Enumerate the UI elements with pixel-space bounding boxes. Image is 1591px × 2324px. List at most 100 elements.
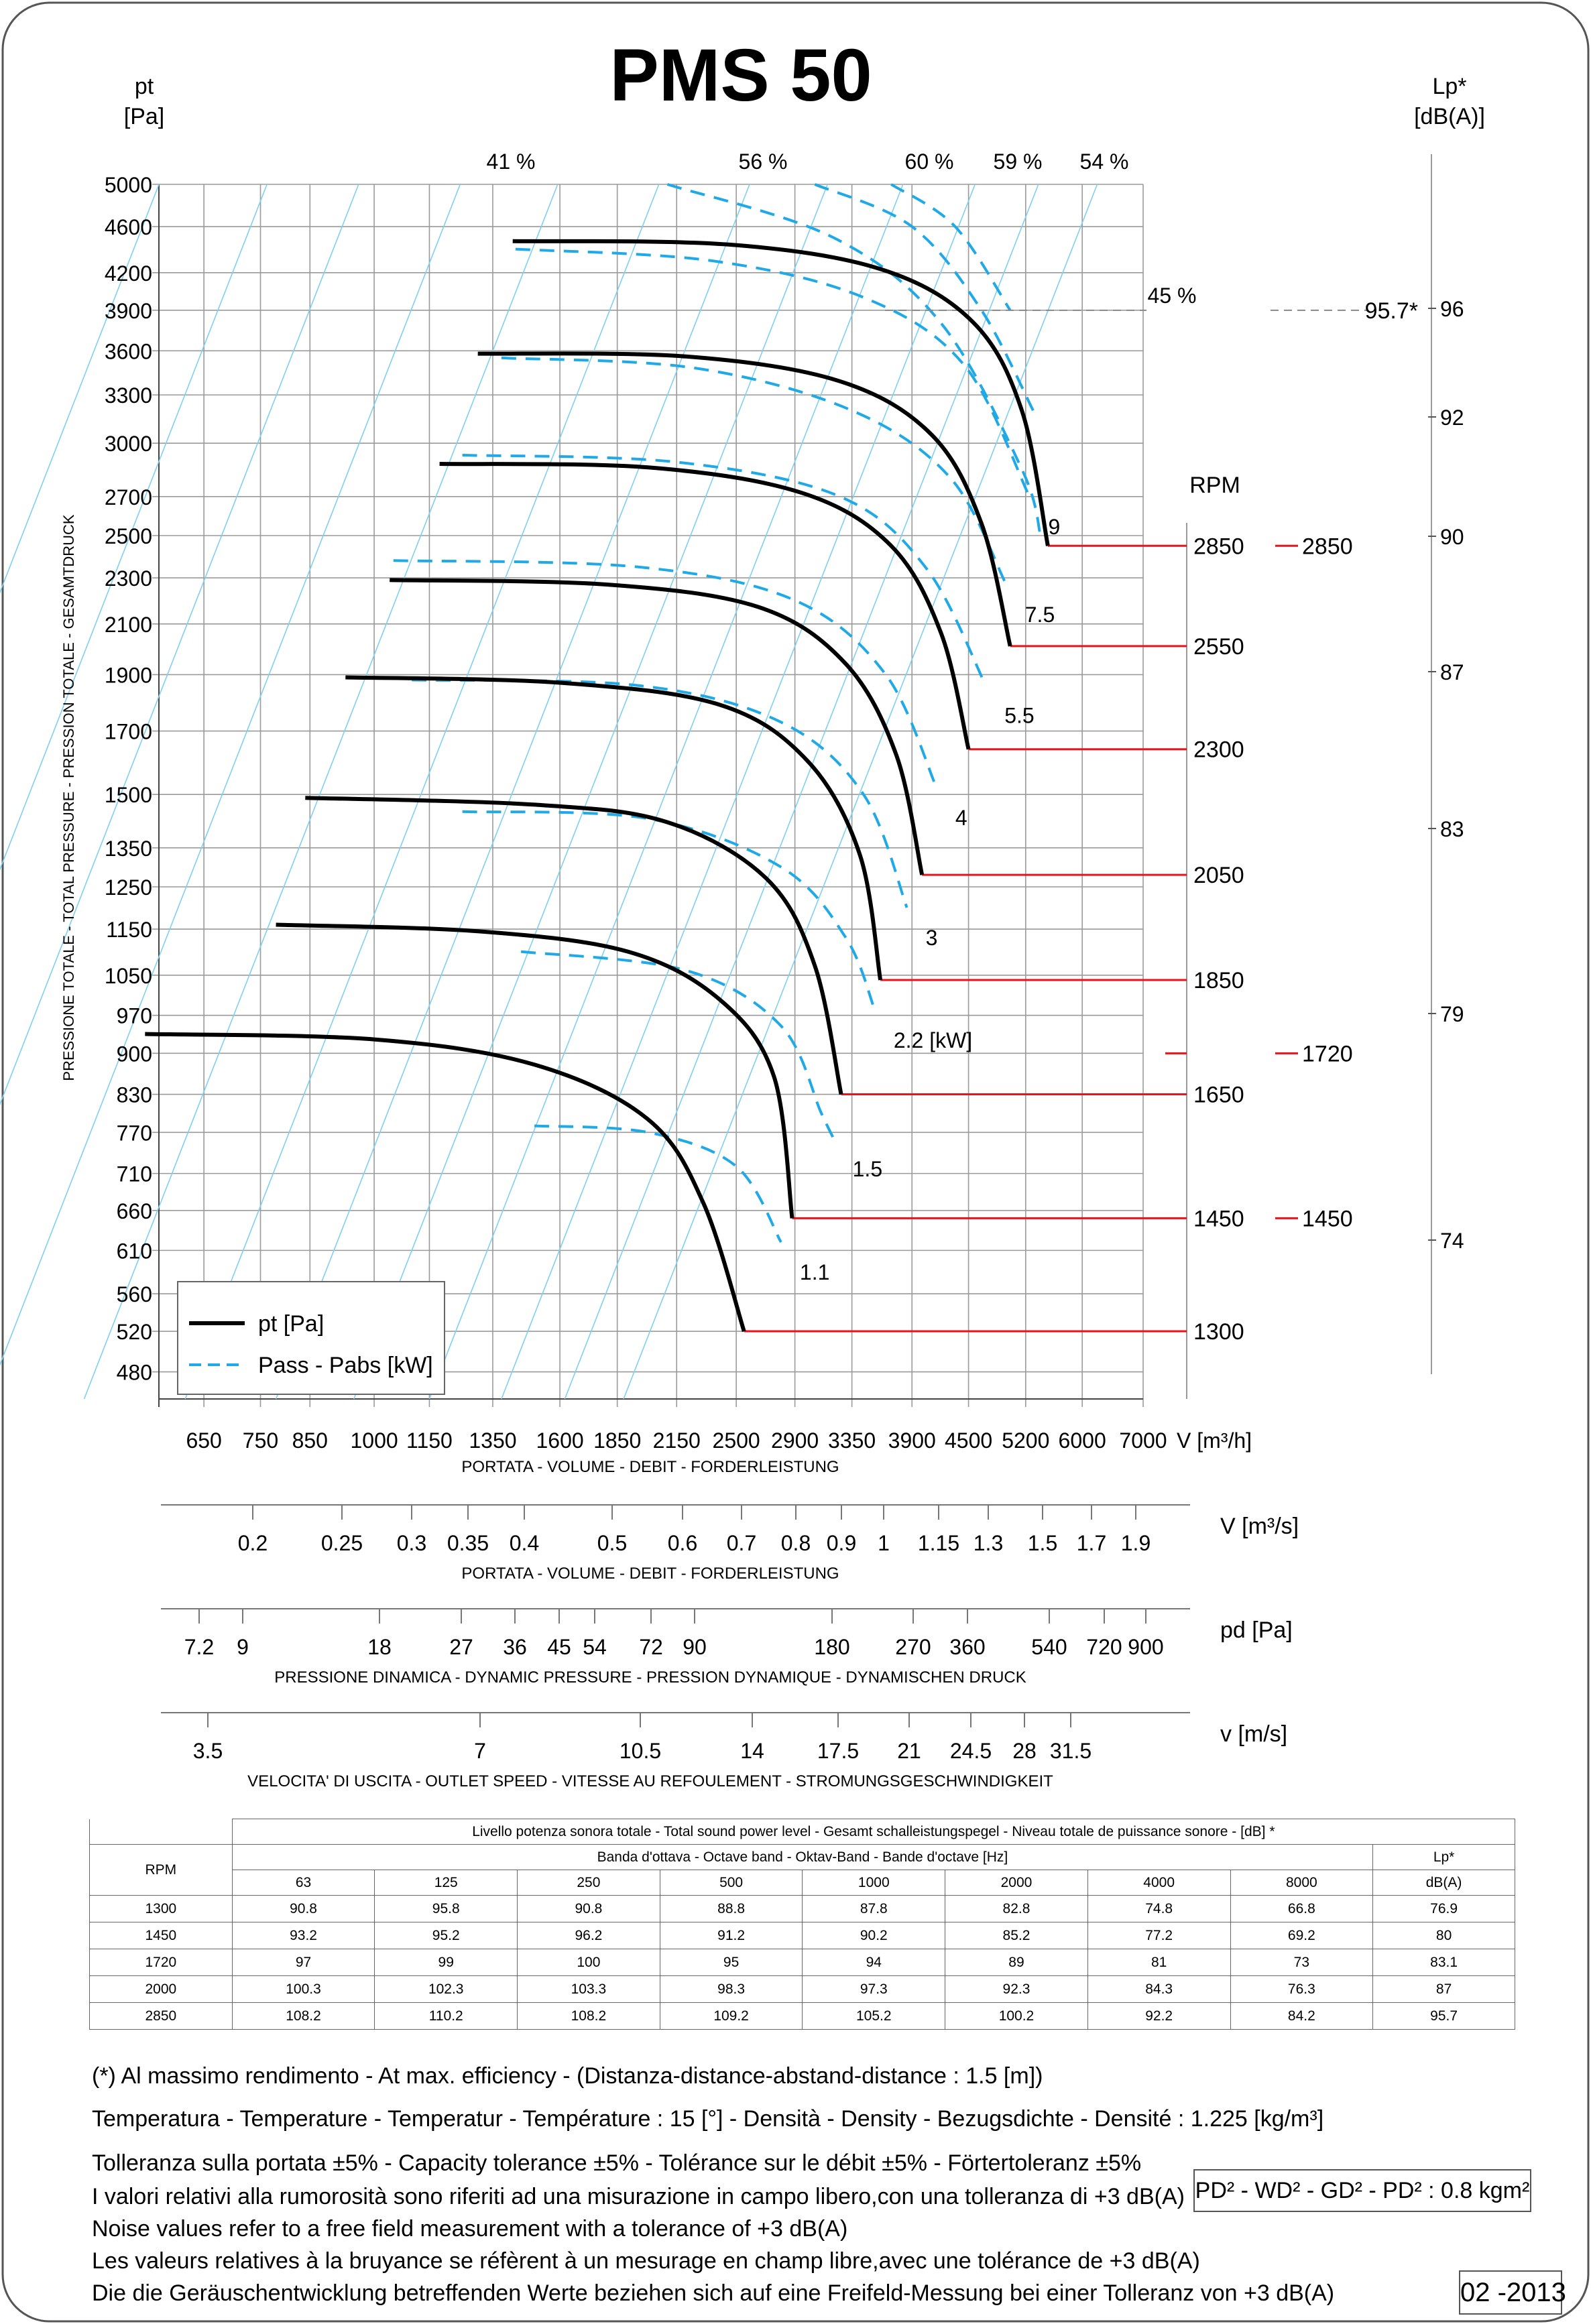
lp-tick-label: 83 [1440,817,1464,841]
power-curve [520,950,835,1140]
power-curve [534,1124,782,1243]
secondary-tick-label: 0.6 [668,1531,697,1555]
efficiency-parabola [428,184,904,1400]
efficiency-parabola [564,184,1039,1400]
secondary-tick-label: 36 [503,1635,527,1659]
secondary-tick-label: 21 [897,1739,921,1763]
grid [152,154,1436,1407]
efficiency-label: 60 % [905,149,954,174]
band-header-cell: 500 [659,1870,803,1896]
secondary-tick-label: 0.9 [827,1531,856,1555]
y-tick-label: 900 [117,1042,152,1066]
pressure-curve [276,922,794,1219]
lp-rpm-value: 1720 [1302,1041,1353,1066]
x-tick-label: 650 [186,1428,221,1453]
band-value-cell: 95.2 [374,1922,518,1949]
pressure-curve [512,239,1050,546]
y-tick-label: 1050 [105,964,152,988]
rpm-value: 1650 [1193,1083,1244,1108]
note-noise-fr: Les valeurs relatives à la bruyance se r… [92,2248,1200,2274]
table-corner [89,1819,233,1845]
efficiency-parabola [0,184,461,1366]
rpm-value: 1450 [1193,1206,1244,1231]
rpm-value: 1850 [1193,968,1244,993]
band-value-cell: 88.8 [659,1895,803,1922]
power-curve [666,183,1042,536]
sound-power-table: Livello potenza sonora totale - Total so… [89,1819,1516,2030]
x-tick-label: 5200 [1002,1428,1049,1453]
power-curve [462,454,987,686]
band-value-cell: 74.8 [1087,1895,1231,1922]
lp-cell: 95.7 [1372,2002,1515,2030]
band-value-cell: 87.8 [802,1895,946,1922]
y-tick-label: 3300 [105,383,152,408]
band-value-cell: 95 [659,1949,803,1976]
secondary-tick-label: 1 [878,1531,890,1555]
y-tick-label: 830 [117,1083,152,1107]
secondary-axis-label: v [m/s] [1220,1721,1287,1747]
pressure-curve [145,1032,746,1333]
rpm-cell: 2850 [89,2002,233,2030]
table-band-row: 63 125 250 500 1000 2000 4000 8000 dB(A) [90,1870,1515,1896]
lp-tick-label: 87 [1440,660,1464,684]
secondary-tick-label: 7 [474,1739,486,1763]
y-tick-label: 1700 [105,720,152,744]
secondary-tick-label: 3.5 [193,1739,223,1763]
secondary-tick-label: 1.15 [918,1531,959,1555]
x-tick-label: 1850 [593,1428,641,1453]
lp-tick-label: 96 [1440,297,1464,321]
secondary-tick-label: 0.4 [510,1531,539,1555]
secondary-tick-label: 45 [547,1635,571,1659]
power-label: 4 [955,806,967,830]
efficiency-label: 56 % [739,149,788,174]
secondary-tick-label: 31.5 [1050,1739,1092,1763]
power-label: 1.1 [800,1260,829,1284]
x-tick-label: 3350 [828,1428,876,1453]
x-tick-label: 850 [292,1428,328,1453]
x-tick-label: 1150 [406,1428,453,1453]
band-value-cell: 90.8 [517,1895,660,1922]
lp-cell: 87 [1372,1975,1515,2003]
power-curve [814,183,1035,412]
power-label: 3 [926,926,938,950]
y-tick-label: 3600 [105,339,152,363]
efficiency-parabola [501,184,976,1400]
lp-tick-label: 92 [1440,406,1464,430]
power-curve [890,183,1012,311]
band-value-cell: 96.2 [517,1922,660,1949]
y-tick-label: 970 [117,1004,152,1028]
table-row: 2000 100.3 102.3 103.3 98.3 97.3 92.3 84.3 76.3 8… [89,1975,1515,2003]
power-curve [501,356,1008,585]
band-value-cell: 81 [1087,1949,1231,1976]
efficiency-label: 41 % [487,149,536,174]
secondary-tick-label: 0.8 [781,1531,811,1555]
y-tick-label: 710 [117,1162,152,1186]
secondary-tick-label: 0.25 [321,1531,363,1555]
secondary-tick-label: 54 [583,1635,607,1659]
y-axis-label: pt [135,74,154,99]
band-value-cell: 77.2 [1087,1922,1231,1949]
secondary-axis-caption: PORTATA - VOLUME - DEBIT - FORDERLEISTUN… [461,1565,839,1583]
secondary-tick-label: 900 [1128,1635,1163,1659]
band-value-cell: 90.8 [231,1895,375,1922]
lp-tick-label: 74 [1440,1229,1464,1253]
y-tick-label: 560 [117,1282,152,1306]
band-value-cell: 97.3 [802,1975,946,2003]
lp-cell: 83.1 [1372,1949,1515,1976]
pressure-curves [145,239,1050,1333]
rpm-value: 2300 [1193,737,1244,763]
y-axis-label: [Pa] [124,104,164,129]
power-label: 1.5 [853,1157,882,1181]
y-tick-label: 5000 [105,173,152,197]
band-value-cell: 92.2 [1087,2002,1231,2030]
rpm-value: 1300 [1193,1319,1244,1345]
secondary-tick-label: 90 [683,1635,707,1659]
band-value-cell: 103.3 [517,1975,660,2003]
band-value-cell: 108.2 [231,2002,375,2030]
rpm-value: 2850 [1193,534,1244,559]
efficiency-parabola [83,184,558,1400]
secondary-tick-label: 7.2 [184,1635,214,1659]
chart-labels: PMS 50 pt [Pa] Lp* [dB(A)] PRESSIONE TOTALE -… [60,34,1485,1476]
power-curve [515,247,1031,497]
